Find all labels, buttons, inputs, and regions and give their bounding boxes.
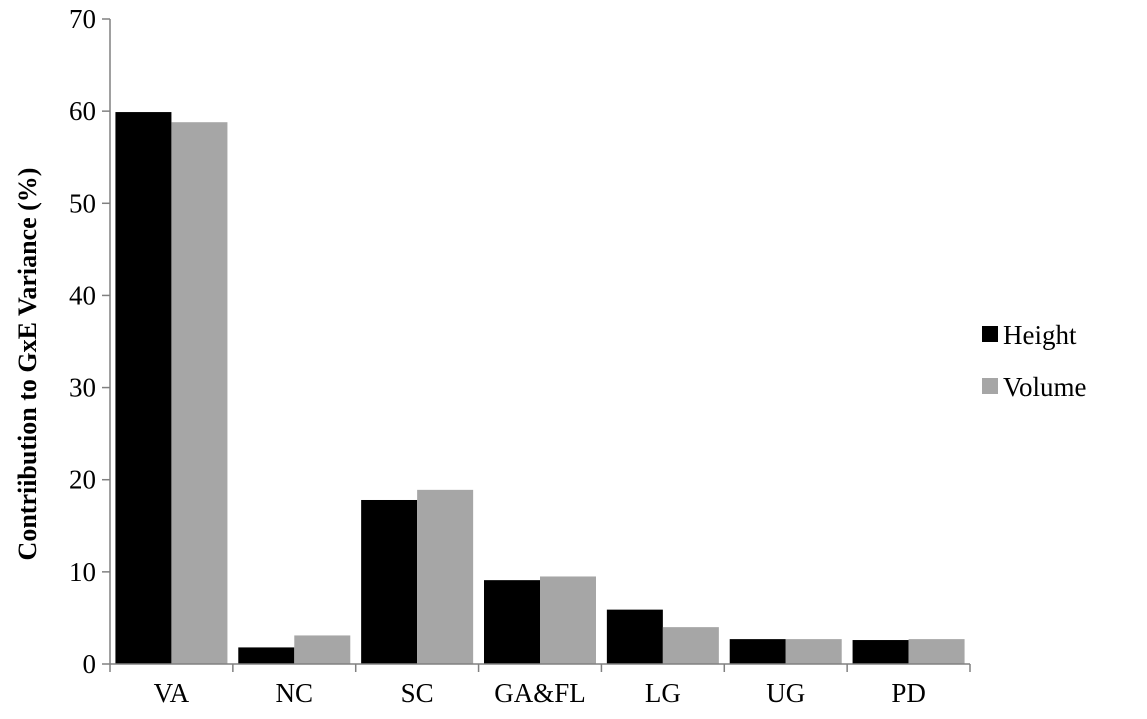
bar-volume	[171, 122, 228, 664]
bar-volume	[540, 576, 596, 664]
axes-group	[109, 19, 970, 665]
bar-volume	[662, 627, 719, 664]
bar-height	[606, 609, 663, 664]
x-tick-label: SC	[401, 678, 434, 708]
bar-volume	[294, 635, 351, 664]
bar-height	[115, 112, 172, 665]
y-tick-label: 10	[69, 557, 96, 587]
legend: Height Volume	[982, 320, 1087, 402]
y-axis-title: Contriibution to GxE Variance (%)	[13, 168, 42, 561]
legend-swatch-volume	[982, 378, 998, 394]
bars-group	[115, 112, 965, 665]
y-tick-label: 30	[69, 373, 96, 403]
y-tick-label: 70	[69, 4, 96, 34]
x-tick-label: VA	[154, 678, 190, 708]
y-tick-label: 50	[69, 188, 96, 218]
y-tick-label: 20	[69, 465, 96, 495]
legend-swatch-height	[982, 326, 998, 342]
y-tick-label: 60	[69, 96, 96, 126]
bar-height	[852, 640, 909, 664]
bar-volume	[908, 639, 965, 664]
ticks-group: 0 10 20 30 40 50 60 70 VA NC SC GA&FL LG UG PD	[69, 4, 971, 708]
bar-volume	[785, 639, 842, 664]
y-tick-label: 0	[83, 649, 97, 679]
x-tick-label: LG	[645, 678, 681, 708]
bar-height	[238, 647, 295, 664]
bar-height	[729, 639, 786, 664]
x-tick-label: PD	[891, 678, 926, 708]
x-tick-label: NC	[276, 678, 314, 708]
legend-label-volume: Volume	[1003, 372, 1087, 402]
bar-volume	[417, 489, 474, 664]
bar-height	[361, 499, 418, 664]
bar-height	[484, 580, 540, 664]
legend-label-height: Height	[1003, 320, 1077, 350]
x-tick-label: GA&FL	[494, 678, 586, 708]
y-tick-label: 40	[69, 280, 96, 310]
x-tick-label: UG	[766, 678, 805, 708]
